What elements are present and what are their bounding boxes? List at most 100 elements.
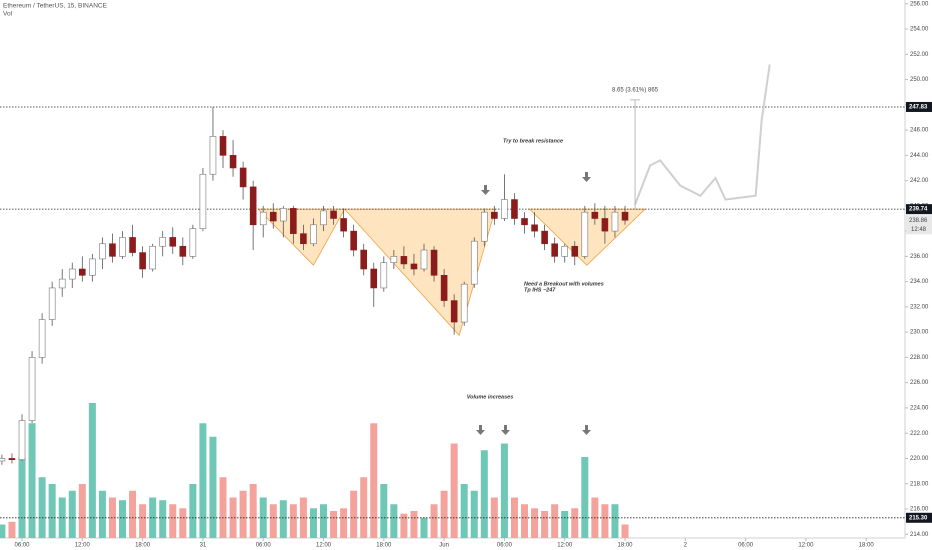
measure-label: 8.65 (3.61%) 865	[612, 87, 659, 93]
arrow	[501, 425, 510, 435]
y-tick-label: 254.00	[910, 27, 929, 33]
volume-bar	[611, 504, 619, 538]
candle-body	[219, 136, 227, 156]
candle-body	[169, 237, 177, 247]
candle-body	[290, 208, 297, 234]
volume-bar	[58, 497, 66, 538]
last-price-box	[906, 215, 932, 235]
x-tick-label: 2	[684, 543, 688, 549]
volume-bar	[531, 508, 539, 538]
candle-body	[300, 233, 307, 245]
volume-bar	[179, 508, 187, 538]
volume-bar	[0, 524, 6, 538]
y-tick-label: 216.00	[910, 507, 929, 513]
arrow	[582, 425, 591, 435]
candle-body	[239, 167, 247, 188]
volume-bar	[350, 490, 358, 538]
candle-body	[551, 243, 558, 257]
volume-bar	[249, 484, 257, 538]
candle-body	[611, 211, 619, 232]
volume-bar	[88, 403, 96, 538]
candle-body	[8, 458, 16, 460]
candle-body	[561, 245, 569, 257]
candle-body	[109, 243, 116, 257]
y-tick-label: 218.00	[910, 481, 929, 487]
candle-body	[450, 300, 458, 323]
y-tick-label: 224.00	[910, 405, 929, 411]
volume-bar	[521, 504, 529, 538]
candle-body	[501, 199, 508, 219]
candle-body	[320, 210, 327, 226]
x-tick-label: 06:00	[256, 543, 272, 549]
candle-body	[189, 228, 197, 257]
volume-bar	[28, 423, 36, 538]
y-tick-label: 250.00	[910, 77, 929, 83]
volume-bar	[18, 457, 26, 538]
y-tick-label: 256.00	[910, 1, 929, 7]
candle-body	[541, 230, 548, 245]
volume-bar	[380, 484, 388, 538]
candle-body	[99, 243, 106, 260]
annotation: Try to break resistance	[503, 138, 563, 144]
volume-bar	[38, 477, 46, 538]
volume-bar	[199, 423, 207, 538]
y-tick-label: 228.00	[910, 355, 929, 361]
candle-body	[440, 275, 448, 301]
level-label-box	[906, 101, 932, 112]
level-label: 239.74	[909, 207, 928, 213]
volume-bar	[450, 443, 458, 538]
candle-body	[571, 245, 579, 257]
candle-body	[400, 256, 408, 265]
volume-bar	[189, 484, 197, 538]
candle-body	[149, 245, 156, 270]
volume-bar	[340, 508, 348, 538]
y-tick-label: 244.00	[910, 153, 929, 159]
volume-bar	[621, 524, 629, 538]
volume-bar	[98, 490, 106, 538]
last-price-label: 238.86	[909, 218, 928, 224]
candle-body	[229, 155, 237, 169]
arrow	[582, 172, 591, 182]
volume-bar	[219, 477, 227, 538]
y-tick-label: 222.00	[910, 431, 929, 437]
y-tick-label: 234.00	[910, 279, 929, 285]
candle-body	[430, 249, 438, 276]
arrow	[476, 425, 485, 435]
y-tick-label: 246.00	[910, 128, 929, 134]
candle-body	[511, 199, 518, 219]
candle-body	[581, 211, 589, 257]
candle-body	[249, 186, 257, 226]
candle-body	[310, 224, 317, 245]
volume-bar	[289, 504, 297, 538]
level-label-box	[906, 512, 932, 523]
volume-bar	[470, 490, 478, 538]
y-tick-label: 242.00	[910, 178, 929, 184]
x-tick-label: 06:00	[497, 543, 513, 549]
candle-body	[28, 357, 36, 421]
volume-bar	[239, 490, 247, 538]
candle-body	[370, 268, 378, 289]
volume-bar	[159, 500, 167, 538]
level-label-box	[906, 204, 932, 215]
candle-body	[491, 211, 498, 219]
x-tick-label: 12:00	[798, 543, 814, 549]
level-label: 247.83	[909, 105, 928, 111]
volume-bar	[551, 504, 559, 538]
volume-bar	[169, 504, 177, 538]
candle-body	[179, 245, 187, 257]
x-tick-label: 18:00	[135, 543, 151, 549]
volume-bar	[440, 490, 448, 538]
volume-bar	[490, 497, 498, 538]
candle-body	[18, 420, 26, 460]
volume-bar	[601, 504, 609, 538]
volume-bar	[129, 490, 137, 538]
volume-bar	[400, 513, 408, 538]
candle-body	[280, 208, 287, 222]
candle-body	[129, 237, 136, 253]
candle-body	[119, 237, 126, 257]
x-tick-label: 12:00	[316, 543, 332, 549]
x-tick-label: 18:00	[617, 543, 633, 549]
level-label: 215.30	[909, 515, 928, 521]
